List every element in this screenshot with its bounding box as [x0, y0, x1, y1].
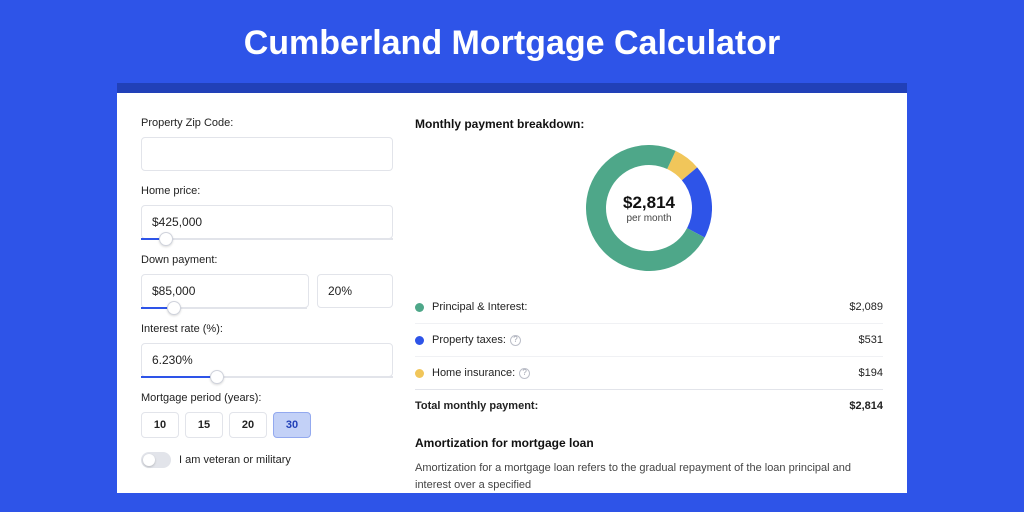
donut-chart: $2,814 per month — [586, 145, 712, 271]
page-title: Cumberland Mortgage Calculator — [0, 0, 1024, 83]
dp-slider-thumb[interactable] — [167, 301, 181, 315]
legend-label: Property taxes:? — [432, 334, 859, 346]
calculator-card: Property Zip Code: Home price: Down paym… — [117, 93, 907, 493]
rate-slider-fill — [141, 376, 217, 378]
form-column: Property Zip Code: Home price: Down paym… — [141, 117, 393, 493]
legend-row-0: Principal & Interest:$2,089 — [415, 291, 883, 323]
legend-total-row: Total monthly payment: $2,814 — [415, 389, 883, 422]
veteran-toggle-row: I am veteran or military — [141, 452, 393, 468]
rate-slider[interactable] — [141, 376, 393, 378]
legend-label: Home insurance:? — [432, 367, 859, 379]
price-slider-thumb[interactable] — [159, 232, 173, 246]
legend-dot-icon — [415, 336, 424, 345]
dp-pct-input[interactable] — [317, 274, 393, 308]
legend-total-label: Total monthly payment: — [415, 400, 849, 412]
legend-value: $531 — [859, 334, 883, 346]
legend-dot-icon — [415, 303, 424, 312]
info-icon[interactable]: ? — [510, 335, 521, 346]
legend-dot-icon — [415, 369, 424, 378]
amortization-heading: Amortization for mortgage loan — [415, 436, 883, 450]
legend: Principal & Interest:$2,089Property taxe… — [415, 291, 883, 389]
veteran-label: I am veteran or military — [179, 454, 291, 466]
dp-slider[interactable] — [141, 307, 307, 309]
rate-input[interactable] — [141, 343, 393, 377]
legend-row-1: Property taxes:?$531 — [415, 323, 883, 356]
zip-input[interactable] — [141, 137, 393, 171]
zip-field-block: Property Zip Code: — [141, 117, 393, 171]
price-slider[interactable] — [141, 238, 393, 240]
price-label: Home price: — [141, 185, 393, 197]
period-btn-10[interactable]: 10 — [141, 412, 179, 438]
legend-total-value: $2,814 — [849, 400, 883, 412]
donut-amount: $2,814 — [623, 193, 675, 213]
legend-row-2: Home insurance:?$194 — [415, 356, 883, 389]
price-input[interactable] — [141, 205, 393, 239]
zip-label: Property Zip Code: — [141, 117, 393, 129]
legend-value: $2,089 — [849, 301, 883, 313]
dp-label: Down payment: — [141, 254, 393, 266]
period-btn-20[interactable]: 20 — [229, 412, 267, 438]
donut-sub: per month — [626, 213, 671, 224]
rate-label: Interest rate (%): — [141, 323, 393, 335]
legend-label: Principal & Interest: — [432, 301, 849, 313]
rate-slider-thumb[interactable] — [210, 370, 224, 384]
period-label: Mortgage period (years): — [141, 392, 393, 404]
veteran-toggle[interactable] — [141, 452, 171, 468]
dp-field-block: Down payment: — [141, 254, 393, 309]
breakdown-heading: Monthly payment breakdown: — [415, 117, 883, 131]
legend-value: $194 — [859, 367, 883, 379]
breakdown-column: Monthly payment breakdown: $2,814 per mo… — [415, 117, 883, 493]
rate-field-block: Interest rate (%): — [141, 323, 393, 378]
period-btn-30[interactable]: 30 — [273, 412, 311, 438]
period-field-block: Mortgage period (years): 10152030 — [141, 392, 393, 438]
period-btn-15[interactable]: 15 — [185, 412, 223, 438]
amortization-text: Amortization for a mortgage loan refers … — [415, 460, 883, 493]
dp-input[interactable] — [141, 274, 309, 308]
info-icon[interactable]: ? — [519, 368, 530, 379]
price-field-block: Home price: — [141, 185, 393, 240]
